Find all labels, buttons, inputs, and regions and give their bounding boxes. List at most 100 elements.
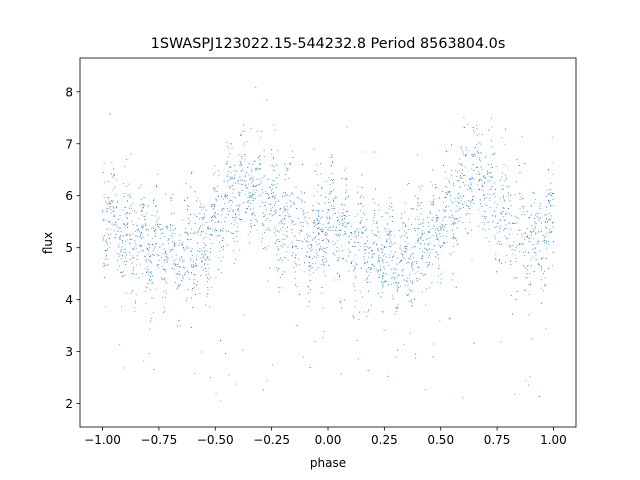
data-point bbox=[378, 255, 380, 257]
data-point bbox=[492, 176, 493, 178]
data-point bbox=[442, 209, 444, 211]
data-point bbox=[430, 242, 431, 244]
data-point bbox=[354, 230, 356, 232]
data-point bbox=[340, 230, 342, 232]
data-point bbox=[371, 263, 373, 265]
data-point bbox=[485, 237, 487, 239]
data-point bbox=[522, 207, 524, 209]
data-point bbox=[511, 253, 513, 255]
data-point bbox=[133, 269, 134, 271]
data-point bbox=[465, 155, 467, 157]
data-point bbox=[389, 237, 390, 239]
data-point bbox=[125, 233, 127, 235]
data-point bbox=[341, 178, 343, 180]
data-point bbox=[337, 260, 339, 262]
data-point bbox=[291, 229, 293, 230]
data-point bbox=[135, 212, 137, 214]
data-point bbox=[113, 210, 115, 212]
data-point bbox=[109, 246, 111, 248]
data-point bbox=[437, 218, 439, 220]
data-point bbox=[480, 152, 482, 154]
data-point bbox=[549, 218, 551, 220]
data-point bbox=[404, 285, 406, 287]
data-point bbox=[455, 222, 457, 224]
data-point bbox=[303, 356, 304, 358]
data-point bbox=[546, 242, 547, 244]
data-point bbox=[499, 228, 501, 230]
data-point bbox=[312, 222, 314, 224]
data-point bbox=[338, 279, 340, 281]
data-point bbox=[373, 265, 375, 267]
data-point bbox=[299, 232, 301, 234]
data-point bbox=[433, 198, 435, 200]
data-point bbox=[227, 208, 229, 210]
data-point bbox=[124, 206, 126, 208]
data-point bbox=[321, 187, 323, 189]
data-point bbox=[348, 270, 350, 272]
data-point bbox=[373, 234, 375, 236]
data-point bbox=[240, 179, 242, 181]
data-point bbox=[380, 248, 382, 250]
data-point bbox=[347, 223, 349, 225]
data-point bbox=[372, 243, 374, 245]
data-point bbox=[175, 258, 177, 260]
data-point bbox=[227, 195, 228, 196]
data-point bbox=[426, 252, 428, 254]
data-point bbox=[455, 286, 457, 288]
data-point bbox=[526, 236, 528, 238]
data-point bbox=[115, 234, 117, 236]
data-point bbox=[109, 221, 111, 223]
data-point bbox=[307, 245, 309, 247]
data-point bbox=[302, 164, 303, 166]
data-point bbox=[239, 206, 241, 208]
data-point bbox=[417, 198, 419, 200]
data-point bbox=[527, 228, 529, 229]
data-point bbox=[337, 239, 339, 241]
data-point bbox=[551, 162, 553, 164]
data-point bbox=[538, 230, 540, 232]
data-point bbox=[173, 260, 175, 261]
data-point bbox=[354, 290, 356, 291]
data-point bbox=[391, 241, 393, 243]
data-point bbox=[333, 208, 335, 210]
data-point bbox=[456, 176, 458, 178]
data-point bbox=[463, 174, 464, 176]
data-point bbox=[548, 189, 550, 191]
data-point bbox=[345, 233, 347, 235]
data-point bbox=[547, 241, 549, 243]
data-point bbox=[439, 236, 441, 237]
data-point bbox=[267, 218, 269, 219]
data-point bbox=[344, 222, 346, 224]
data-point bbox=[154, 205, 156, 207]
data-point bbox=[416, 278, 418, 279]
data-point bbox=[407, 237, 408, 239]
data-point bbox=[226, 161, 228, 162]
data-point bbox=[165, 253, 167, 255]
data-point bbox=[364, 226, 366, 228]
data-point bbox=[535, 225, 537, 227]
data-point bbox=[291, 219, 293, 221]
data-point bbox=[160, 277, 162, 279]
data-point bbox=[391, 259, 393, 261]
data-point bbox=[487, 221, 489, 223]
data-point bbox=[371, 264, 373, 266]
data-point bbox=[338, 230, 340, 231]
data-point bbox=[174, 244, 175, 246]
data-point bbox=[461, 165, 463, 167]
data-point bbox=[400, 217, 402, 219]
data-point bbox=[500, 213, 502, 215]
data-point bbox=[260, 136, 261, 138]
data-point bbox=[325, 232, 327, 234]
data-point bbox=[404, 230, 406, 232]
data-point bbox=[211, 235, 213, 237]
data-point bbox=[266, 99, 268, 101]
data-point bbox=[144, 218, 146, 220]
data-point bbox=[440, 227, 442, 229]
data-point bbox=[467, 199, 469, 201]
data-point bbox=[461, 148, 463, 150]
data-point bbox=[519, 208, 521, 210]
data-point bbox=[149, 256, 151, 258]
data-point bbox=[540, 203, 541, 205]
data-point bbox=[250, 202, 252, 204]
data-point bbox=[237, 231, 239, 233]
